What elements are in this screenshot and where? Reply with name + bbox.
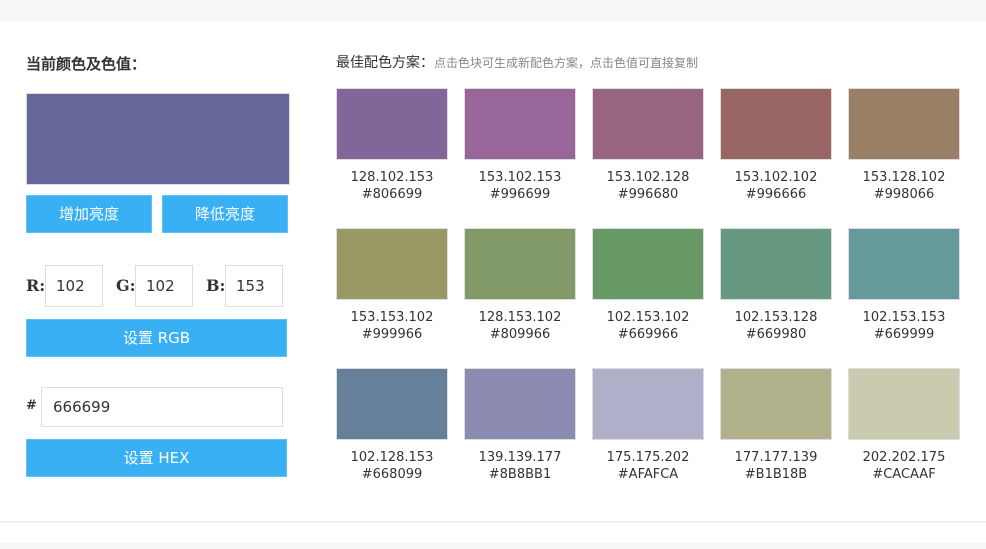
swatch-hex[interactable]: #B1B18B xyxy=(744,467,808,482)
hex-input[interactable] xyxy=(41,387,283,427)
swatch-rgb[interactable]: 128.102.153 xyxy=(350,170,434,185)
swatch-color-block[interactable] xyxy=(336,88,448,160)
b-label: B: xyxy=(206,276,226,295)
color-swatch: 139.139.177 #8B8BB1 xyxy=(464,368,576,483)
color-swatch: 153.102.128 #996680 xyxy=(592,88,704,203)
swatch-color-block[interactable] xyxy=(592,228,704,300)
swatch-rgb[interactable]: 102.153.102 xyxy=(606,310,690,325)
r-input[interactable] xyxy=(45,265,103,307)
swatch-rgb[interactable]: 102.128.153 xyxy=(350,450,434,465)
swatch-rgb[interactable]: 139.139.177 xyxy=(478,450,562,465)
color-swatch: 202.202.175 #CACAAF xyxy=(848,368,960,483)
scheme-title: 最佳配色方案：点击色块可生成新配色方案，点击色值可直接复制 xyxy=(336,52,698,72)
color-swatch: 153.153.102 #999966 xyxy=(336,228,448,343)
swatch-color-block[interactable] xyxy=(848,88,960,160)
swatch-rgb[interactable]: 175.175.202 xyxy=(606,450,690,465)
swatch-rgb[interactable]: 153.102.102 xyxy=(734,170,818,185)
scheme-hint: 点击色块可生成新配色方案，点击色值可直接复制 xyxy=(434,56,699,70)
swatch-color-block[interactable] xyxy=(848,228,960,300)
g-input[interactable] xyxy=(135,265,193,307)
color-swatch: 128.153.102 #809966 xyxy=(464,228,576,343)
swatch-hex[interactable]: #8B8BB1 xyxy=(488,467,552,482)
swatch-rgb[interactable]: 177.177.139 xyxy=(734,450,818,465)
scheme-title-text: 最佳配色方案： xyxy=(336,55,434,71)
swatch-hex[interactable]: #809966 xyxy=(489,327,551,342)
swatch-hex[interactable]: #996699 xyxy=(489,187,551,202)
set-rgb-button[interactable]: 设置 RGB xyxy=(26,319,287,357)
swatch-hex[interactable]: #998066 xyxy=(873,187,935,202)
swatch-rgb[interactable]: 153.128.102 xyxy=(862,170,946,185)
footer xyxy=(0,523,986,543)
color-swatch: 102.153.128 #669980 xyxy=(720,228,832,343)
color-swatch: 153.102.102 #996666 xyxy=(720,88,832,203)
brighten-button[interactable]: 增加亮度 xyxy=(26,195,152,233)
b-input[interactable] xyxy=(225,265,283,307)
darken-button[interactable]: 降低亮度 xyxy=(162,195,288,233)
color-swatch: 177.177.139 #B1B18B xyxy=(720,368,832,483)
set-hex-button[interactable]: 设置 HEX xyxy=(26,439,287,477)
color-swatch: 153.102.153 #996699 xyxy=(464,88,576,203)
swatch-hex[interactable]: #996666 xyxy=(745,187,807,202)
swatch-color-block[interactable] xyxy=(464,88,576,160)
current-color-title: 当前颜色及色值： xyxy=(26,55,147,73)
swatch-rgb[interactable]: 102.153.153 xyxy=(862,310,946,325)
swatch-color-block[interactable] xyxy=(336,368,448,440)
color-swatch: 102.153.153 #669999 xyxy=(848,228,960,343)
swatch-hex[interactable]: #668099 xyxy=(361,467,423,482)
swatch-color-block[interactable] xyxy=(464,228,576,300)
swatch-color-block[interactable] xyxy=(720,368,832,440)
swatch-color-block[interactable] xyxy=(336,228,448,300)
current-color-preview xyxy=(26,93,290,185)
g-label: G: xyxy=(116,276,136,295)
swatch-color-block[interactable] xyxy=(848,368,960,440)
swatch-hex[interactable]: #996680 xyxy=(617,187,679,202)
color-swatch: 153.128.102 #998066 xyxy=(848,88,960,203)
swatch-rgb[interactable]: 128.153.102 xyxy=(478,310,562,325)
color-swatch: 102.128.153 #668099 xyxy=(336,368,448,483)
swatch-hex[interactable]: #669999 xyxy=(873,327,935,342)
swatch-hex[interactable]: #CACAAF xyxy=(872,467,936,482)
swatch-rgb[interactable]: 153.102.128 xyxy=(606,170,690,185)
swatch-rgb[interactable]: 102.153.128 xyxy=(734,310,818,325)
swatch-hex[interactable]: #669966 xyxy=(617,327,679,342)
swatch-color-block[interactable] xyxy=(464,368,576,440)
color-swatch: 102.153.102 #669966 xyxy=(592,228,704,343)
swatch-color-block[interactable] xyxy=(720,228,832,300)
swatch-rgb[interactable]: 202.202.175 xyxy=(862,450,946,465)
swatch-color-block[interactable] xyxy=(592,88,704,160)
swatch-color-block[interactable] xyxy=(592,368,704,440)
swatch-rgb[interactable]: 153.102.153 xyxy=(478,170,562,185)
hash-label: # xyxy=(26,398,37,413)
swatch-hex[interactable]: #669980 xyxy=(745,327,807,342)
swatch-hex[interactable]: #806699 xyxy=(361,187,423,202)
swatch-color-block[interactable] xyxy=(720,88,832,160)
swatch-hex[interactable]: #999966 xyxy=(361,327,423,342)
color-swatch: 128.102.153 #806699 xyxy=(336,88,448,203)
r-label: R: xyxy=(26,276,46,295)
swatch-hex[interactable]: #AFAFCA xyxy=(617,467,679,482)
color-swatch: 175.175.202 #AFAFCA xyxy=(592,368,704,483)
swatch-rgb[interactable]: 153.153.102 xyxy=(350,310,434,325)
